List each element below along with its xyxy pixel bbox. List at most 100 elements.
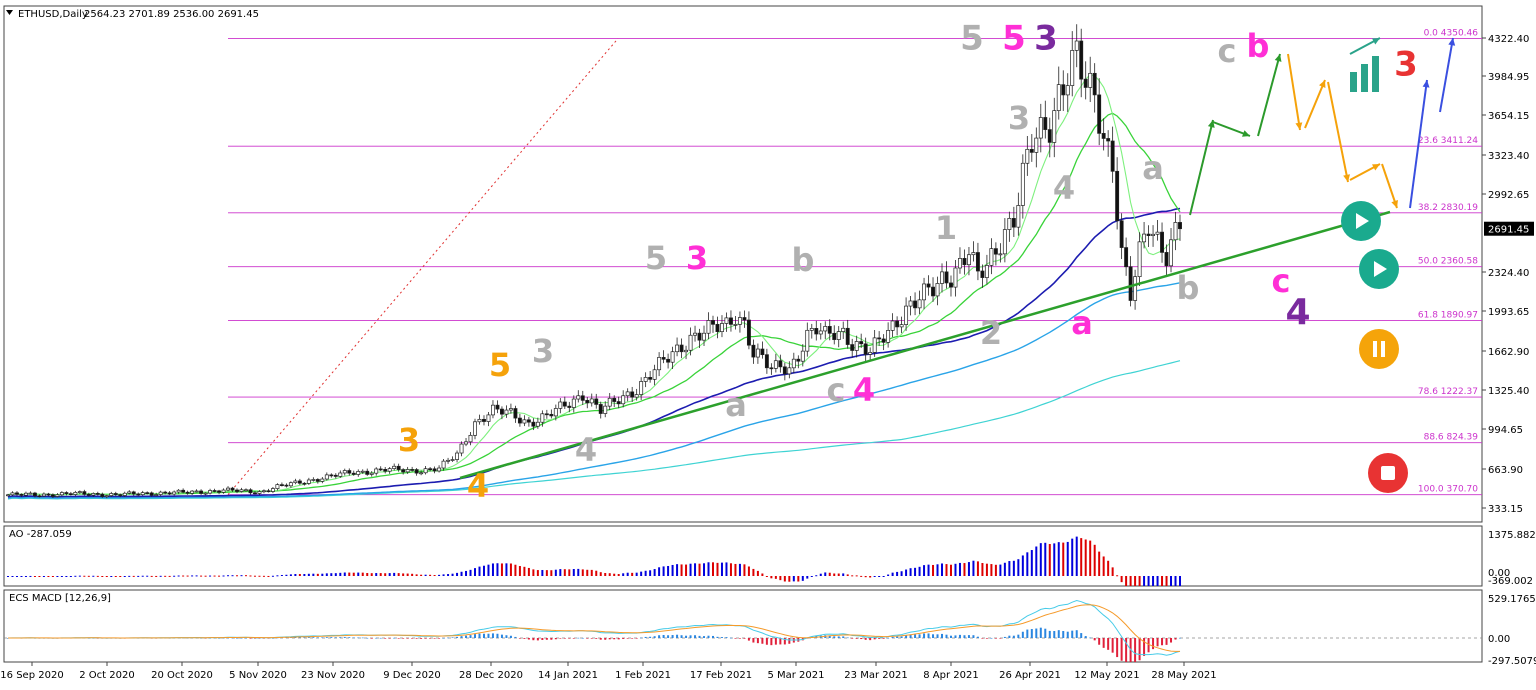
macd-histogram-bar — [882, 638, 885, 639]
candle-body — [926, 283, 931, 288]
macd-histogram-bar — [1030, 629, 1033, 638]
macd-histogram-bar — [527, 638, 530, 640]
candle-body — [697, 332, 702, 341]
ao-bar — [590, 569, 593, 576]
macd-histogram-bar — [622, 638, 625, 639]
ao-bar — [325, 573, 328, 576]
candle-body — [688, 334, 693, 351]
candle-body — [904, 305, 909, 325]
ao-bar — [1089, 540, 1092, 576]
macd-histogram-bar — [1138, 638, 1141, 661]
wave-label: b — [792, 241, 815, 279]
candle-body — [531, 421, 536, 427]
candle-body — [499, 408, 504, 415]
macd-histogram-bar — [343, 637, 346, 638]
ao-bar — [150, 575, 153, 577]
candle-body — [993, 248, 998, 255]
ao-bar — [51, 576, 54, 577]
fib-label-38.2: 38.2 2830.19 — [1418, 203, 1478, 213]
macd-histogram-bar — [554, 638, 557, 640]
ao-bar — [24, 576, 27, 577]
ao-bar — [900, 571, 903, 576]
macd-histogram-bar — [1062, 631, 1065, 638]
macd-histogram-bar — [545, 638, 548, 640]
ao-bar — [500, 563, 503, 576]
ao-bar — [595, 570, 598, 576]
ao-bar — [186, 575, 189, 577]
candle-body — [446, 459, 451, 462]
ema-21-line — [7, 112, 1181, 496]
wave-label: a — [1071, 304, 1093, 342]
ao-bar — [433, 575, 436, 577]
pause-icon-bar-1 — [1373, 341, 1377, 357]
candle-body — [495, 404, 500, 410]
ao-bar — [819, 573, 822, 576]
macd-histogram-bar — [595, 638, 598, 639]
candle-body — [706, 320, 711, 334]
candle-body — [616, 401, 621, 405]
macd-histogram-bar — [518, 638, 521, 639]
ao-bar — [617, 574, 620, 576]
wave-label: 3 — [398, 421, 420, 459]
forecast-arrow-orange-5-head — [1391, 200, 1398, 208]
ao-bar — [330, 573, 333, 576]
macd-histogram-bar — [532, 638, 535, 641]
candle-body — [109, 493, 114, 496]
macd-histogram-bar — [725, 637, 728, 638]
ao-bar — [905, 569, 908, 576]
macd-histogram-bar — [1008, 635, 1011, 638]
candle-body — [679, 344, 684, 353]
y-tick-label: 1993.65 — [1488, 307, 1529, 318]
candle-body — [253, 492, 257, 495]
macd-histogram-bar — [451, 637, 454, 638]
candle-body — [387, 468, 392, 472]
ao-bar — [797, 576, 800, 582]
ao-bar — [20, 576, 23, 577]
ao-bar — [1143, 576, 1146, 586]
candle-body — [1002, 229, 1007, 255]
ao-bar — [1174, 576, 1177, 586]
macd-histogram-bar — [586, 638, 589, 639]
candle-body — [1029, 148, 1034, 153]
macd-histogram-bar — [788, 638, 791, 644]
candle-body — [1061, 84, 1066, 96]
ao-bar — [334, 573, 337, 576]
macd-histogram-bar — [1147, 638, 1150, 653]
macd-histogram-bar — [482, 633, 485, 638]
macd-histogram-bar — [303, 637, 306, 638]
candle-body — [464, 441, 468, 445]
candle-body — [881, 338, 886, 343]
candle-body — [670, 351, 675, 363]
candle-body — [1097, 94, 1102, 134]
y-tick-label: 3323.40 — [1488, 151, 1529, 162]
wave-label: 5 — [645, 239, 667, 277]
macd-y-tick-label: 529.1765 — [1488, 594, 1536, 605]
candle-body — [913, 300, 918, 309]
x-tick-label: 23 Nov 2020 — [301, 670, 365, 681]
ao-bar — [92, 575, 95, 577]
macd-histogram-bar — [1075, 630, 1078, 638]
macd-histogram-bar — [909, 634, 912, 638]
candle-body — [513, 408, 518, 419]
ao-bar — [1152, 576, 1155, 586]
macd-histogram-bar — [864, 638, 867, 640]
wave-label: 3 — [1394, 45, 1418, 85]
ao-bar — [294, 574, 297, 576]
price-badge-box — [1484, 221, 1534, 236]
ao-bar — [474, 568, 477, 576]
candle-body — [1155, 231, 1160, 235]
candle-body — [288, 482, 293, 487]
ao-bar — [141, 575, 144, 577]
candle-body — [1038, 117, 1043, 139]
wave-label: 3 — [686, 239, 708, 277]
macd-histogram-bar — [599, 638, 602, 640]
candle-body — [809, 328, 814, 331]
candle-body — [24, 492, 28, 496]
candle-body — [226, 487, 230, 491]
macd-histogram-bar — [1125, 638, 1128, 662]
macd-histogram-bar — [936, 634, 939, 638]
candle-body — [958, 258, 962, 269]
ao-bar — [1138, 576, 1141, 586]
wave-label: 3 — [1034, 19, 1058, 59]
candle-body — [949, 282, 953, 288]
